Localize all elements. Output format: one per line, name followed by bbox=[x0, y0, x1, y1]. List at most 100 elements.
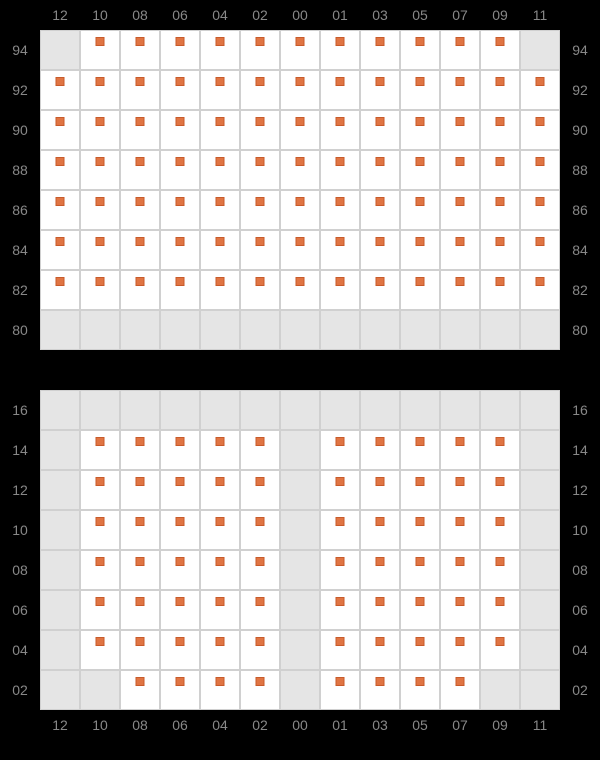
seat-cell[interactable] bbox=[240, 110, 280, 150]
seat-cell[interactable] bbox=[120, 190, 160, 230]
seat-cell[interactable] bbox=[40, 110, 80, 150]
seat-cell[interactable] bbox=[80, 110, 120, 150]
seat-cell[interactable] bbox=[200, 670, 240, 710]
seat-cell[interactable] bbox=[440, 70, 480, 110]
seat-cell[interactable] bbox=[240, 670, 280, 710]
seat-cell[interactable] bbox=[440, 550, 480, 590]
seat-cell[interactable] bbox=[120, 510, 160, 550]
seat-cell[interactable] bbox=[280, 70, 320, 110]
seat-cell[interactable] bbox=[320, 510, 360, 550]
seat-cell[interactable] bbox=[120, 430, 160, 470]
seat-cell[interactable] bbox=[40, 270, 80, 310]
seat-cell[interactable] bbox=[200, 190, 240, 230]
seat-cell[interactable] bbox=[400, 430, 440, 470]
seat-cell[interactable] bbox=[120, 630, 160, 670]
seat-cell[interactable] bbox=[200, 30, 240, 70]
seat-cell[interactable] bbox=[440, 150, 480, 190]
seat-cell[interactable] bbox=[480, 230, 520, 270]
seat-cell[interactable] bbox=[360, 670, 400, 710]
seat-cell[interactable] bbox=[200, 590, 240, 630]
seat-cell[interactable] bbox=[80, 590, 120, 630]
seat-cell[interactable] bbox=[440, 190, 480, 230]
seat-cell[interactable] bbox=[400, 670, 440, 710]
seat-cell[interactable] bbox=[480, 510, 520, 550]
seat-cell[interactable] bbox=[240, 550, 280, 590]
seat-cell[interactable] bbox=[520, 150, 560, 190]
seat-cell[interactable] bbox=[200, 430, 240, 470]
seat-cell[interactable] bbox=[120, 270, 160, 310]
seat-cell[interactable] bbox=[240, 430, 280, 470]
seat-cell[interactable] bbox=[240, 70, 280, 110]
seat-cell[interactable] bbox=[360, 230, 400, 270]
seat-cell[interactable] bbox=[320, 30, 360, 70]
seat-cell[interactable] bbox=[320, 670, 360, 710]
seat-cell[interactable] bbox=[440, 670, 480, 710]
seat-cell[interactable] bbox=[280, 110, 320, 150]
seat-cell[interactable] bbox=[440, 470, 480, 510]
seat-cell[interactable] bbox=[400, 70, 440, 110]
seat-cell[interactable] bbox=[360, 550, 400, 590]
seat-cell[interactable] bbox=[360, 590, 400, 630]
seat-cell[interactable] bbox=[80, 70, 120, 110]
seat-cell[interactable] bbox=[360, 270, 400, 310]
seat-cell[interactable] bbox=[360, 630, 400, 670]
seat-cell[interactable] bbox=[120, 30, 160, 70]
seat-cell[interactable] bbox=[400, 270, 440, 310]
seat-cell[interactable] bbox=[440, 270, 480, 310]
seat-cell[interactable] bbox=[440, 590, 480, 630]
seat-cell[interactable] bbox=[80, 510, 120, 550]
seat-cell[interactable] bbox=[240, 30, 280, 70]
seat-cell[interactable] bbox=[520, 230, 560, 270]
seat-cell[interactable] bbox=[160, 550, 200, 590]
seat-cell[interactable] bbox=[360, 470, 400, 510]
seat-cell[interactable] bbox=[160, 430, 200, 470]
seat-cell[interactable] bbox=[400, 510, 440, 550]
seat-cell[interactable] bbox=[200, 470, 240, 510]
seat-cell[interactable] bbox=[320, 110, 360, 150]
seat-cell[interactable] bbox=[160, 590, 200, 630]
seat-cell[interactable] bbox=[480, 110, 520, 150]
seat-cell[interactable] bbox=[440, 510, 480, 550]
seat-cell[interactable] bbox=[40, 230, 80, 270]
seat-cell[interactable] bbox=[400, 230, 440, 270]
seat-cell[interactable] bbox=[200, 230, 240, 270]
seat-cell[interactable] bbox=[120, 70, 160, 110]
seat-cell[interactable] bbox=[240, 630, 280, 670]
seat-cell[interactable] bbox=[80, 270, 120, 310]
seat-cell[interactable] bbox=[480, 30, 520, 70]
seat-cell[interactable] bbox=[280, 150, 320, 190]
seat-cell[interactable] bbox=[520, 110, 560, 150]
seat-cell[interactable] bbox=[280, 30, 320, 70]
seat-cell[interactable] bbox=[160, 270, 200, 310]
seat-cell[interactable] bbox=[480, 590, 520, 630]
seat-cell[interactable] bbox=[200, 550, 240, 590]
seat-cell[interactable] bbox=[360, 430, 400, 470]
seat-cell[interactable] bbox=[120, 110, 160, 150]
seat-cell[interactable] bbox=[160, 670, 200, 710]
seat-cell[interactable] bbox=[160, 150, 200, 190]
seat-cell[interactable] bbox=[360, 190, 400, 230]
seat-cell[interactable] bbox=[160, 70, 200, 110]
seat-cell[interactable] bbox=[440, 430, 480, 470]
seat-cell[interactable] bbox=[80, 190, 120, 230]
seat-cell[interactable] bbox=[400, 30, 440, 70]
seat-cell[interactable] bbox=[80, 470, 120, 510]
seat-cell[interactable] bbox=[400, 550, 440, 590]
seat-cell[interactable] bbox=[480, 630, 520, 670]
seat-cell[interactable] bbox=[480, 150, 520, 190]
seat-cell[interactable] bbox=[480, 550, 520, 590]
seat-cell[interactable] bbox=[120, 150, 160, 190]
seat-cell[interactable] bbox=[320, 470, 360, 510]
seat-cell[interactable] bbox=[160, 470, 200, 510]
seat-cell[interactable] bbox=[360, 110, 400, 150]
seat-cell[interactable] bbox=[80, 230, 120, 270]
seat-cell[interactable] bbox=[480, 430, 520, 470]
seat-cell[interactable] bbox=[360, 150, 400, 190]
seat-cell[interactable] bbox=[160, 630, 200, 670]
seat-cell[interactable] bbox=[240, 470, 280, 510]
seat-cell[interactable] bbox=[320, 190, 360, 230]
seat-cell[interactable] bbox=[440, 110, 480, 150]
seat-cell[interactable] bbox=[520, 270, 560, 310]
seat-cell[interactable] bbox=[240, 270, 280, 310]
seat-cell[interactable] bbox=[240, 190, 280, 230]
